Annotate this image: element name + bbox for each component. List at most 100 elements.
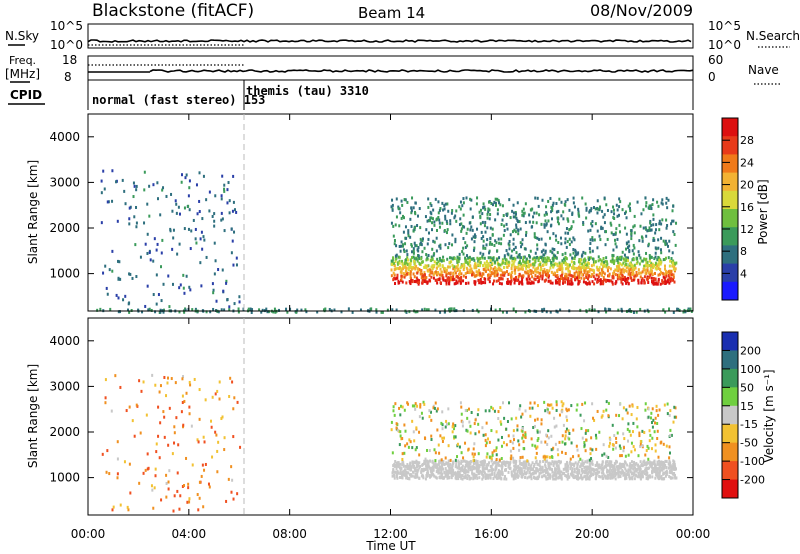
- power-cell: [542, 263, 545, 267]
- power-cell: [469, 264, 472, 268]
- velocity-cell: [668, 445, 671, 449]
- velocity-cell: [239, 445, 242, 449]
- power-cell: [404, 265, 407, 269]
- power-cell: [651, 272, 654, 276]
- velocity-cell: [441, 427, 444, 431]
- velocity-cell: [202, 505, 205, 509]
- power-cell: [637, 281, 640, 285]
- velocity-cell: [452, 470, 455, 474]
- power-cell: [497, 199, 500, 203]
- velocity-cell: [444, 467, 447, 471]
- power-cell: [528, 259, 531, 263]
- power-cell: [660, 236, 663, 240]
- velocity-cell: [435, 476, 438, 480]
- velocity-cell: [615, 440, 618, 444]
- velocity-cell: [400, 404, 403, 408]
- velocity-cell: [586, 475, 589, 479]
- power-cell: [502, 214, 505, 218]
- power-cell: [412, 255, 415, 259]
- power-cell: [518, 220, 521, 224]
- velocity-cell: [556, 448, 559, 452]
- power-cell: [479, 264, 482, 268]
- velocity-cell: [438, 451, 441, 455]
- power-cell: [528, 255, 531, 259]
- power-cell: [484, 230, 487, 234]
- power-cell: [570, 274, 573, 278]
- velocity-cell: [672, 460, 675, 464]
- power-cell: [380, 310, 383, 314]
- power-cell: [588, 308, 591, 312]
- power-cell: [603, 221, 606, 225]
- power-cell: [551, 281, 554, 285]
- power-cell: [266, 310, 269, 314]
- power-cell: [638, 271, 641, 275]
- power-cell: [153, 237, 156, 241]
- power-cell: [258, 308, 261, 312]
- power-cell: [505, 249, 508, 253]
- velocity-cell: [497, 463, 500, 467]
- velocity-cell: [519, 462, 522, 466]
- power-cell: [544, 242, 547, 246]
- velocity-cell: [520, 471, 523, 475]
- power-cell: [516, 201, 519, 205]
- velocity-cell: [470, 460, 473, 464]
- power-cell: [596, 206, 599, 210]
- power-cell: [425, 258, 428, 262]
- velocity-cell: [181, 485, 184, 489]
- velocity-cell: [407, 445, 410, 449]
- power-cell: [547, 279, 550, 283]
- power-cell: [534, 196, 537, 200]
- velocity-cell: [647, 415, 650, 419]
- velocity-cell: [588, 467, 591, 471]
- power-cell: [469, 268, 472, 272]
- power-cell: [450, 256, 453, 260]
- power-cell: [640, 278, 643, 282]
- velocity-cell: [508, 401, 511, 405]
- velocity-cell: [447, 407, 450, 411]
- velocity-cell: [507, 434, 510, 438]
- velocity-cell: [630, 413, 633, 417]
- power-cell: [468, 258, 471, 262]
- velocity-cell: [403, 472, 406, 476]
- velocity-cell: [540, 418, 543, 422]
- power-cell: [661, 202, 664, 206]
- power-cell: [304, 308, 307, 312]
- power-cell: [601, 273, 604, 277]
- velocity-cell: [504, 474, 507, 478]
- power-cell: [472, 235, 475, 239]
- velocity-cell: [595, 468, 598, 472]
- velocity-cell: [485, 455, 488, 459]
- power-cell: [658, 219, 661, 223]
- power-cell: [233, 302, 236, 306]
- power-cell: [612, 276, 615, 280]
- colorbar-swatch: [722, 387, 738, 407]
- velocity-cell: [456, 466, 459, 470]
- power-cell: [574, 276, 577, 280]
- power-cell: [498, 201, 501, 205]
- velocity-cell: [673, 474, 676, 478]
- power-cell: [404, 225, 407, 229]
- velocity-cell: [581, 462, 584, 466]
- velocity-cell: [218, 380, 221, 384]
- velocity-cell: [410, 473, 413, 477]
- power-cell: [194, 307, 197, 311]
- velocity-cell: [513, 468, 516, 472]
- x-tick-label: 12:00: [373, 527, 408, 541]
- power-cell: [481, 281, 484, 285]
- velocity-cell: [618, 462, 621, 466]
- power-cell: [638, 239, 641, 243]
- velocity-cell: [651, 407, 654, 411]
- power-cell: [543, 225, 546, 229]
- power-cell: [516, 278, 519, 282]
- power-cell: [528, 277, 531, 281]
- power-cell: [591, 249, 594, 253]
- power-cell: [492, 282, 495, 286]
- velocity-cell: [396, 461, 399, 465]
- velocity-cell: [622, 471, 625, 475]
- power-cell: [545, 269, 548, 273]
- power-cell: [536, 236, 539, 240]
- power-cell: [182, 286, 185, 290]
- power-cell: [417, 246, 420, 250]
- velocity-cell: [424, 467, 427, 471]
